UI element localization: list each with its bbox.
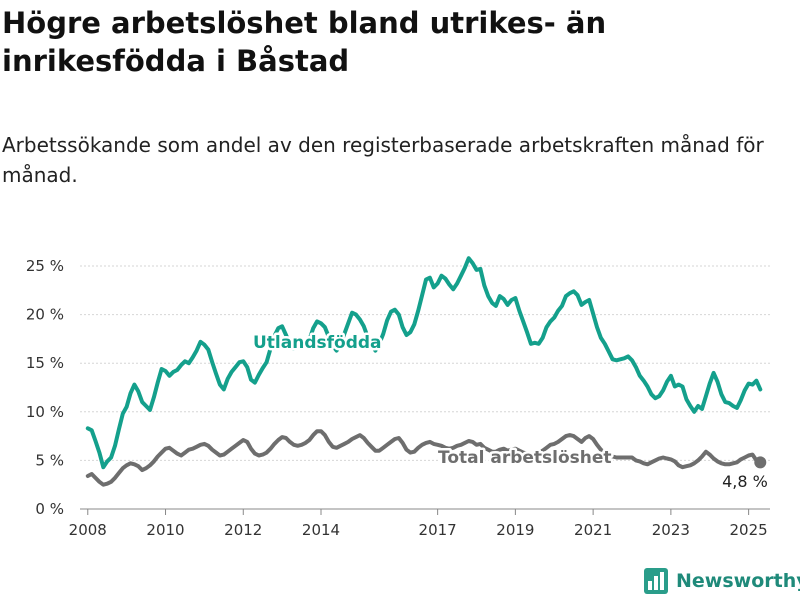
x-tick-label: 2014: [302, 521, 340, 539]
end-point-marker: [754, 456, 767, 469]
y-tick-label: 10 %: [26, 403, 64, 421]
series-label-total: Total arbetslöshet: [438, 448, 612, 468]
gridlines: [80, 265, 770, 510]
x-tick-label: 2010: [146, 521, 184, 539]
series-line-1: [85, 429, 763, 487]
x-tick-label: 2025: [730, 521, 768, 539]
x-axis: 2008 2010 2012 2014 2017 2019 2021 2023 2025: [69, 509, 768, 539]
y-tick-label: 0 %: [35, 500, 64, 518]
end-value-label: 4,8 %: [722, 472, 768, 491]
brand[interactable]: Newsworthy: [644, 568, 800, 594]
series-labels: Utlandsfödda Total arbetslöshet 4,8 %: [251, 331, 768, 492]
chart-title: Högre arbetslöshet bland utrikes- än inr…: [2, 6, 607, 78]
chart-subtitle: Arbetssökande som andel av den registerb…: [2, 133, 764, 187]
y-tick-label: 5 %: [35, 451, 64, 469]
x-tick-label: 2019: [496, 521, 534, 539]
y-tick-label: 15 %: [26, 354, 64, 372]
series-lines: [85, 256, 763, 487]
y-tick-label: 20 %: [26, 306, 64, 324]
series-line-0: [85, 256, 763, 470]
brand-name: Newsworthy: [676, 570, 800, 592]
x-tick-label: 2008: [69, 521, 107, 539]
series-label-utlandsfodda: Utlandsfödda: [253, 333, 382, 353]
y-axis: 0 % 5 % 10 % 15 % 20 % 25 %: [26, 257, 64, 518]
bar-chart-logo-icon: [644, 568, 668, 594]
x-tick-label: 2021: [574, 521, 612, 539]
x-tick-label: 2023: [652, 521, 690, 539]
x-tick-label: 2012: [224, 521, 262, 539]
y-tick-label: 25 %: [26, 257, 64, 275]
x-tick-label: 2017: [419, 521, 457, 539]
